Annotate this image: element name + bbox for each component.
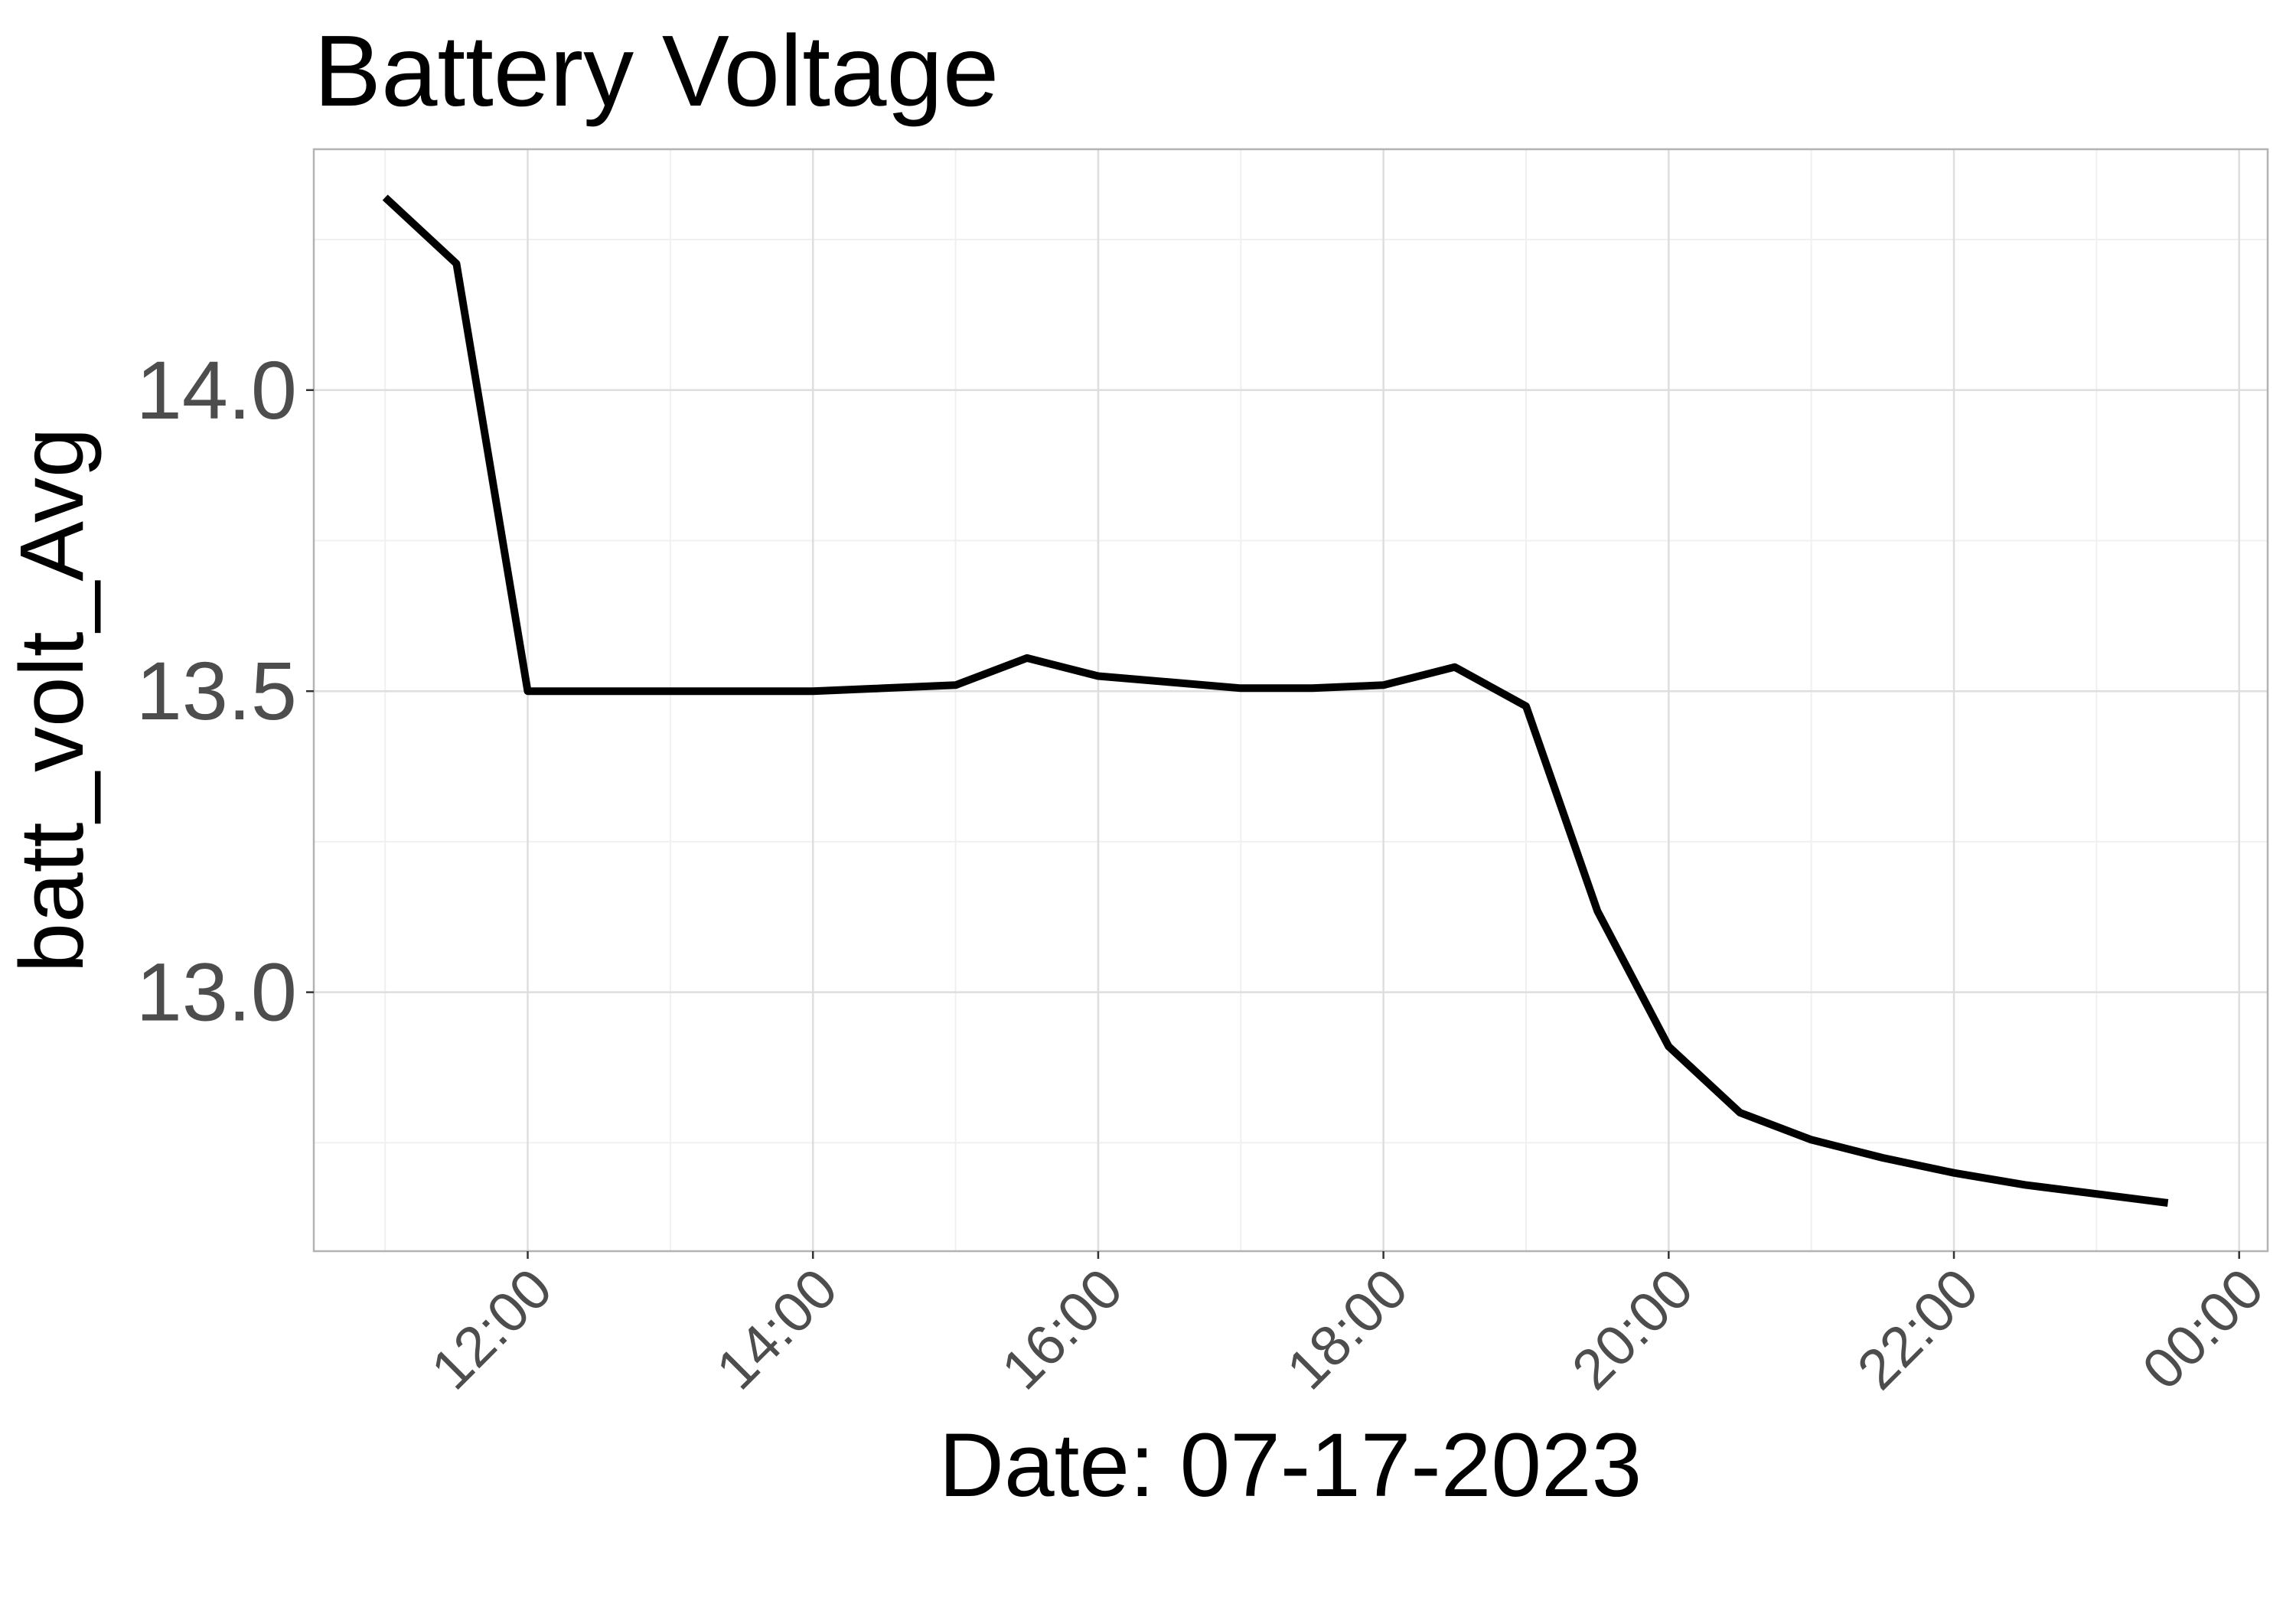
y-tick-label: 14.0 [136,344,297,436]
x-axis-title: Date: 07-17-2023 [939,1415,1642,1516]
y-tick-label: 13.5 [136,644,297,737]
chart-title: Battery Voltage [314,15,999,127]
y-axis-title: batt_volt_Avg [2,428,103,973]
y-tick-label: 13.0 [136,946,297,1038]
